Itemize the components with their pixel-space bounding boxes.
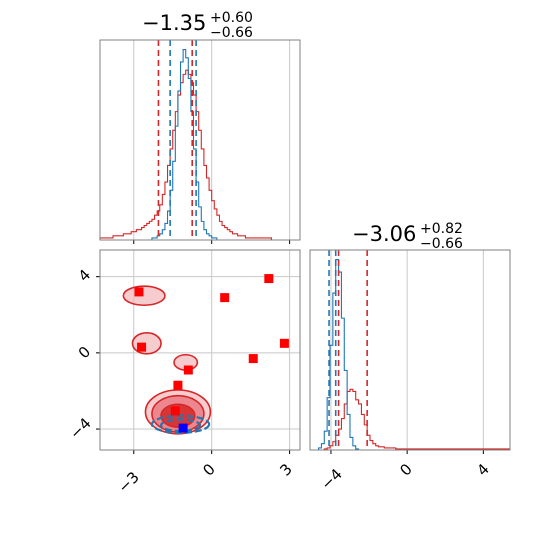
- panel-frame: [99, 39, 301, 241]
- title-param2: −3.06 +0.82 −0.66: [352, 221, 463, 252]
- panel-frame: [309, 249, 511, 451]
- red-contour: [131, 332, 162, 355]
- y2-tick-label: 4: [75, 266, 94, 285]
- title-param1-value: −1.35: [142, 11, 206, 35]
- red-marker: [183, 365, 193, 375]
- red-contour: [122, 285, 166, 307]
- red-marker: [279, 338, 289, 348]
- title-param2-upper: +0.82: [420, 221, 463, 237]
- blue-histogram-series: [310, 258, 510, 451]
- blue-marker: [178, 423, 188, 433]
- red-marker: [137, 342, 147, 352]
- title-param1-upper: +0.60: [210, 10, 253, 26]
- red-marker: [170, 406, 180, 416]
- blue-histogram-series: [100, 48, 300, 241]
- y2-tick-label: −4: [66, 414, 94, 442]
- x1-tick-labels: −3 0 3: [114, 460, 295, 496]
- y2-tick-label: 0: [75, 343, 94, 362]
- red-histogram-series: [310, 388, 510, 451]
- panel-param2-histogram: [309, 249, 511, 454]
- title-param1-lower: −0.66: [210, 25, 253, 41]
- title-param2-value: −3.06: [352, 222, 416, 246]
- red-marker: [248, 354, 258, 364]
- x2-tick-labels: −4 0 4: [317, 460, 492, 493]
- x2-tick-label: −4: [317, 465, 345, 493]
- red-marker: [220, 293, 230, 303]
- red-marker: [134, 287, 144, 297]
- x1-tick-label: 0: [199, 460, 218, 479]
- panel-frame: [99, 249, 301, 451]
- panel-param1-histogram: [99, 39, 301, 244]
- x2-tick-label: 4: [473, 460, 492, 479]
- x1-tick-label: 3: [276, 460, 295, 479]
- x1-tick-label: −3: [114, 468, 142, 496]
- y2-tick-labels: 4 0 −4: [66, 266, 94, 443]
- red-marker: [264, 274, 274, 284]
- title-param2-lower: −0.66: [420, 236, 463, 252]
- red-histogram-series: [99, 69, 300, 241]
- x2-tick-label: 0: [396, 460, 415, 479]
- title-param1: −1.35 +0.60 −0.66: [142, 10, 253, 41]
- panel-joint-scatter: [96, 249, 301, 454]
- red-marker: [173, 380, 183, 390]
- blue-contour: [150, 414, 211, 434]
